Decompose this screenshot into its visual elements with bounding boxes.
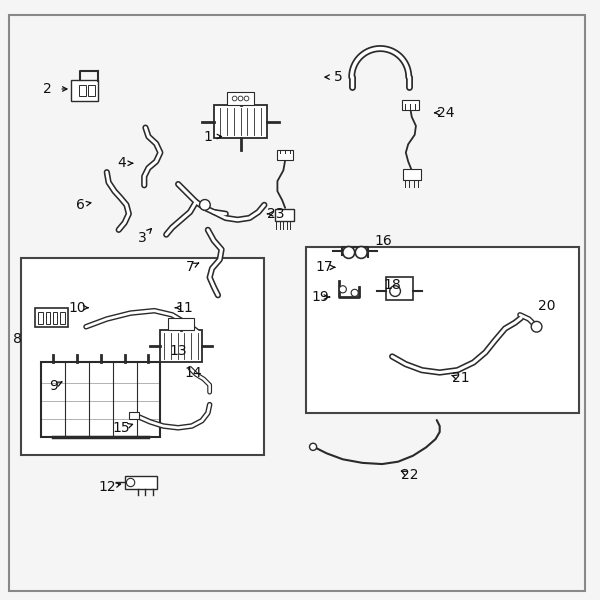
Text: 23: 23 — [268, 207, 285, 221]
Text: 20: 20 — [538, 299, 556, 313]
Text: 24: 24 — [437, 106, 454, 120]
Text: 14: 14 — [184, 365, 202, 380]
Circle shape — [343, 247, 355, 259]
Bar — [227, 92, 254, 105]
Bar — [214, 105, 268, 139]
Circle shape — [531, 322, 542, 332]
Text: 11: 11 — [175, 301, 193, 315]
Bar — [168, 318, 194, 330]
Bar — [130, 412, 139, 419]
Text: 2: 2 — [43, 82, 52, 96]
Bar — [60, 312, 65, 324]
Circle shape — [232, 96, 237, 101]
Text: 10: 10 — [68, 301, 86, 315]
Bar — [306, 247, 580, 413]
Bar — [277, 149, 293, 160]
Text: 6: 6 — [76, 198, 85, 212]
Bar — [403, 169, 421, 180]
Circle shape — [355, 247, 367, 259]
Text: 21: 21 — [452, 371, 469, 385]
Text: 1: 1 — [203, 130, 212, 143]
Text: 8: 8 — [13, 332, 22, 346]
Circle shape — [238, 96, 243, 101]
Bar — [88, 85, 95, 96]
Text: 3: 3 — [138, 230, 147, 245]
Bar — [79, 85, 86, 96]
Circle shape — [390, 286, 400, 296]
Bar — [275, 209, 294, 221]
Circle shape — [339, 286, 346, 293]
Text: 5: 5 — [334, 70, 343, 84]
Circle shape — [127, 478, 135, 487]
Text: 9: 9 — [49, 379, 58, 393]
Circle shape — [244, 96, 249, 101]
Bar — [46, 312, 50, 324]
Bar — [160, 330, 202, 362]
Text: 16: 16 — [374, 233, 392, 248]
Text: 13: 13 — [169, 344, 187, 358]
Bar — [125, 476, 157, 489]
Bar — [20, 259, 265, 455]
Text: 12: 12 — [98, 480, 116, 494]
Bar — [71, 80, 98, 101]
Circle shape — [351, 289, 358, 296]
Bar — [38, 312, 43, 324]
Bar — [402, 100, 419, 110]
Text: 22: 22 — [401, 469, 419, 482]
Bar — [53, 312, 58, 324]
Text: 17: 17 — [315, 260, 332, 274]
Circle shape — [310, 443, 317, 451]
Text: 19: 19 — [312, 290, 329, 304]
Text: 4: 4 — [117, 156, 126, 170]
Bar — [41, 362, 160, 437]
Bar — [386, 277, 413, 300]
Bar — [35, 308, 68, 327]
Text: 18: 18 — [383, 278, 401, 292]
Circle shape — [200, 200, 210, 210]
Text: 7: 7 — [185, 260, 194, 274]
Text: 15: 15 — [113, 421, 130, 435]
